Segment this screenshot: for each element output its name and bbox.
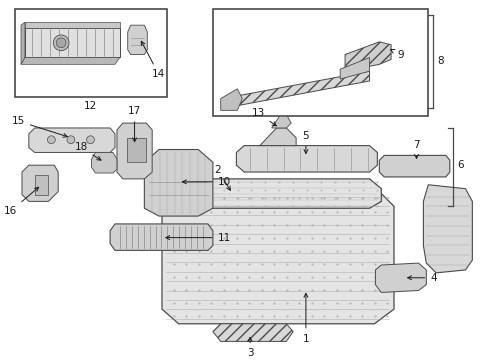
Polygon shape [22, 165, 58, 201]
Polygon shape [145, 149, 213, 216]
Polygon shape [423, 185, 472, 273]
Text: 6: 6 [457, 160, 464, 170]
Polygon shape [222, 71, 369, 108]
Polygon shape [25, 22, 120, 28]
Polygon shape [375, 263, 426, 292]
Text: 15: 15 [12, 116, 67, 137]
Polygon shape [220, 89, 242, 111]
Text: 3: 3 [247, 337, 253, 358]
Text: 11: 11 [166, 233, 231, 243]
Text: 4: 4 [408, 273, 437, 283]
Polygon shape [260, 128, 296, 145]
Polygon shape [35, 175, 49, 194]
Circle shape [67, 136, 75, 144]
Text: 8: 8 [438, 57, 444, 66]
Polygon shape [174, 179, 381, 208]
Circle shape [87, 136, 95, 144]
Text: 1: 1 [303, 293, 309, 343]
Polygon shape [271, 116, 291, 128]
Text: 16: 16 [4, 187, 39, 216]
Text: 2: 2 [214, 165, 230, 190]
Polygon shape [236, 145, 377, 172]
Polygon shape [25, 28, 120, 58]
Text: 13: 13 [251, 108, 276, 126]
Polygon shape [379, 156, 450, 177]
Circle shape [53, 35, 69, 51]
Polygon shape [345, 42, 391, 71]
Polygon shape [110, 224, 213, 250]
Text: 7: 7 [413, 140, 420, 158]
Polygon shape [340, 58, 369, 79]
Polygon shape [162, 192, 394, 324]
Bar [213, 9, 428, 116]
Circle shape [48, 136, 55, 144]
Polygon shape [128, 25, 147, 55]
Text: 5: 5 [303, 131, 309, 153]
Polygon shape [92, 152, 117, 173]
Polygon shape [117, 123, 152, 179]
Text: 9: 9 [391, 49, 404, 59]
Bar [127, 138, 147, 162]
Text: 10: 10 [182, 177, 231, 187]
Text: 18: 18 [74, 143, 101, 160]
Text: 14: 14 [141, 41, 166, 79]
Polygon shape [213, 324, 293, 341]
Polygon shape [21, 22, 25, 64]
Text: 17: 17 [128, 106, 141, 142]
Polygon shape [29, 128, 115, 152]
Text: 12: 12 [84, 102, 97, 112]
Bar [15, 9, 167, 96]
Circle shape [56, 38, 66, 48]
Polygon shape [21, 58, 120, 64]
